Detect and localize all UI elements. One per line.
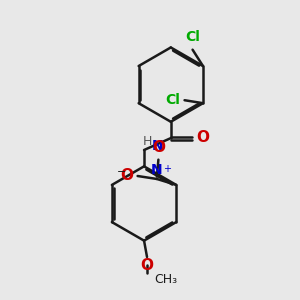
Text: O: O xyxy=(120,168,133,183)
Text: N: N xyxy=(152,139,163,152)
Text: O: O xyxy=(152,140,165,155)
Text: O: O xyxy=(140,259,154,274)
Text: CH₃: CH₃ xyxy=(154,273,178,286)
Text: N: N xyxy=(151,163,163,177)
Text: H: H xyxy=(142,135,152,148)
Text: O: O xyxy=(196,130,209,145)
Text: Cl: Cl xyxy=(165,93,180,107)
Text: −: − xyxy=(117,167,126,177)
Text: Cl: Cl xyxy=(185,30,200,44)
Text: +: + xyxy=(163,164,171,174)
